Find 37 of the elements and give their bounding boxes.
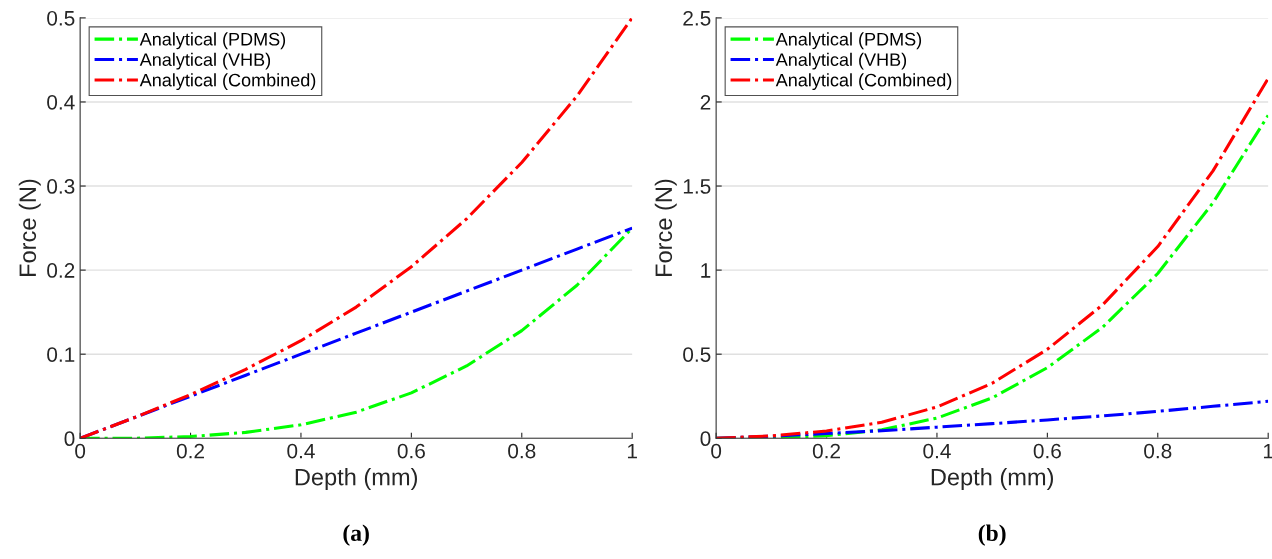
y-tick-label: 1 — [701, 263, 711, 278]
x-tick-label: 0.2 — [812, 443, 840, 459]
y-tick-label: 0.2 — [47, 263, 75, 278]
x-tick-label: 0.6 — [1033, 443, 1061, 459]
x-axis-title: Depth (mm) — [295, 468, 418, 491]
y-tick-label: 2 — [700, 94, 711, 110]
text: (a) — [343, 524, 369, 546]
x-tick-label: 0 — [711, 443, 722, 459]
y-tick-label: 0.5 — [47, 10, 75, 26]
x-tick-label: 0.6 — [397, 443, 425, 459]
legend-label: Analytical (VHB) — [139, 52, 271, 70]
y-tick-label: 0.4 — [47, 94, 75, 110]
x-tick-label: 0.4 — [287, 443, 315, 459]
legend-label: Analytical (PDMS) — [139, 32, 286, 50]
legend-label: Analytical (Combined) — [139, 73, 316, 91]
x-axis-title: Depth (mm) — [931, 468, 1054, 491]
x-tick-label: 0.8 — [508, 443, 536, 459]
y-tick-label: 0.5 — [683, 347, 711, 362]
legend-label: Analytical (PDMS) — [775, 32, 922, 50]
x-tick-label: 1 — [627, 443, 637, 459]
x-tick-label: 0.8 — [1144, 443, 1172, 459]
y-tick-label: 0 — [700, 431, 711, 447]
x-tick-label: 0.4 — [923, 443, 951, 459]
y-tick-label: 0.1 — [47, 347, 75, 362]
legend-label: Analytical (Combined) — [775, 73, 952, 91]
y-tick-label: 1.5 — [683, 179, 711, 194]
x-tick-label: 1 — [1263, 443, 1272, 459]
x-tick-label: 0 — [75, 443, 86, 459]
line-series — [80, 17, 633, 439]
legend-label: Analytical (VHB) — [775, 52, 907, 70]
y-axis-title: Force (N) — [654, 179, 677, 276]
x-tick-label: 0.2 — [176, 443, 204, 459]
y-tick-label: 2.5 — [683, 10, 711, 26]
text: (b) — [978, 524, 1006, 546]
y-tick-label: 0 — [64, 431, 75, 447]
y-axis-title: Force (N) — [18, 179, 41, 276]
y-tick-label: 0.3 — [47, 179, 75, 194]
